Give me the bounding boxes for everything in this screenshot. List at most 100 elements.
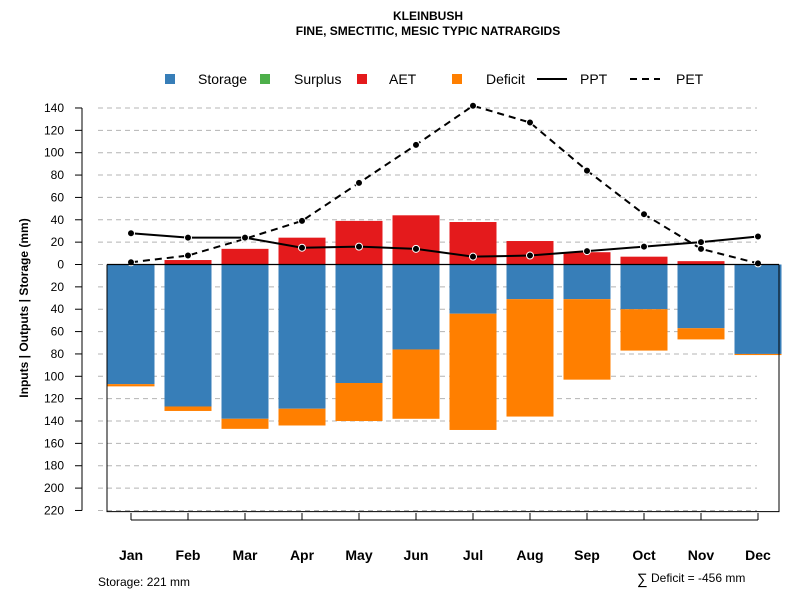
- ppt-point: [526, 251, 534, 260]
- y-tick-label: 140: [44, 414, 64, 428]
- y-tick-label: 20: [51, 235, 65, 249]
- aet-bar: [620, 256, 668, 265]
- aet-bar: [221, 248, 269, 265]
- legend-swatch-surplus: [260, 74, 270, 84]
- ppt-point: [640, 242, 648, 251]
- legend-swatch-deficit: [452, 74, 462, 84]
- storage-bar: [506, 264, 554, 300]
- x-tick-label: Feb: [176, 547, 201, 563]
- aet-bar: [164, 260, 212, 265]
- storage-bar: [278, 264, 326, 409]
- x-tick-label: Jun: [404, 547, 429, 563]
- bar-series: [107, 215, 782, 430]
- y-axis-label: Inputs | Outputs | Storage (mm): [17, 218, 31, 397]
- ppt-point: [697, 238, 705, 247]
- aet-bar: [392, 215, 440, 265]
- deficit-bar: [278, 408, 326, 426]
- pet-point: [355, 178, 363, 187]
- y-tick-label: 200: [44, 481, 64, 495]
- x-tick-label: Sep: [574, 547, 600, 563]
- x-tick-label: May: [345, 547, 372, 563]
- y-tick-label: 80: [51, 168, 65, 182]
- x-tick-label: Aug: [516, 547, 543, 563]
- storage-bar: [620, 264, 668, 310]
- storage-capacity-outline: [106, 264, 780, 513]
- deficit-bar: [392, 349, 440, 419]
- pet-point: [298, 216, 306, 225]
- ppt-point: [184, 233, 192, 242]
- ppt-point: [127, 229, 135, 238]
- y-tick-label: 60: [51, 325, 65, 339]
- y-tick-label: 100: [44, 146, 64, 160]
- y-tick-label: 140: [44, 101, 64, 115]
- x-tick-label: Nov: [688, 547, 715, 563]
- chart-title: KLEINBUSH: [393, 9, 463, 23]
- aet-bar: [677, 261, 725, 265]
- legend-label-aet: AET: [389, 71, 417, 87]
- legend-label-ppt: PPT: [580, 71, 608, 87]
- deficit-bar: [677, 328, 725, 340]
- axes: 1401201008060402002040608010012014016018…: [44, 101, 780, 563]
- storage-bar: [392, 264, 440, 350]
- legend-label-surplus: Surplus: [294, 71, 341, 87]
- pet-point: [412, 140, 420, 149]
- storage-bar: [677, 264, 725, 329]
- line-series: [127, 101, 762, 268]
- pet-point: [754, 259, 762, 268]
- x-tick-label: Oct: [632, 547, 656, 563]
- pet-point: [469, 101, 477, 110]
- deficit-bar: [734, 353, 782, 356]
- ppt-point: [298, 243, 306, 252]
- pet-point: [640, 210, 648, 219]
- y-tick-label: 120: [44, 123, 64, 137]
- aet-bar: [563, 252, 611, 265]
- y-tick-label: 40: [51, 213, 65, 227]
- y-tick-label: 100: [44, 369, 64, 383]
- storage-bar: [164, 264, 212, 407]
- x-tick-label: Jan: [119, 547, 143, 563]
- ppt-point: [241, 233, 249, 242]
- deficit-bar: [107, 384, 155, 387]
- deficit-bar: [449, 313, 497, 430]
- storage-bar: [563, 264, 611, 300]
- y-tick-label: 40: [51, 302, 65, 316]
- deficit-bar: [620, 309, 668, 351]
- deficit-bar: [221, 418, 269, 429]
- legend: Storage Surplus AET Deficit PPT PET: [165, 71, 704, 87]
- legend-swatch-aet: [357, 74, 367, 84]
- pet-point: [583, 166, 591, 175]
- storage-bar: [335, 264, 383, 384]
- ppt-point: [412, 244, 420, 253]
- deficit-bar: [506, 299, 554, 417]
- storage-bar: [449, 264, 497, 314]
- legend-label-deficit: Deficit: [486, 71, 525, 87]
- y-tick-label: 180: [44, 459, 64, 473]
- storage-capacity-label: Storage: 221 mm: [98, 575, 190, 589]
- storage-bar: [734, 264, 782, 354]
- deficit-bar: [164, 406, 212, 411]
- ppt-point: [355, 242, 363, 251]
- ppt-point: [583, 247, 591, 256]
- chart-subtitle: FINE, SMECTITIC, MESIC TYPIC NATRARGIDS: [296, 24, 560, 38]
- y-tick-label: 0: [57, 258, 64, 272]
- y-tick-label: 20: [51, 280, 65, 294]
- y-tick-label: 60: [51, 190, 65, 204]
- legend-label-storage: Storage: [198, 71, 247, 87]
- y-tick-label: 220: [44, 503, 64, 517]
- pet-point: [184, 251, 192, 260]
- ppt-point: [469, 252, 477, 261]
- y-tick-label: 160: [44, 436, 64, 450]
- storage-bar: [221, 264, 269, 419]
- pet-point: [526, 118, 534, 127]
- x-tick-label: Mar: [233, 547, 258, 563]
- sum-icon: ∑: [637, 571, 648, 588]
- x-tick-label: Dec: [745, 547, 771, 563]
- legend-label-pet: PET: [676, 71, 704, 87]
- y-tick-label: 120: [44, 392, 64, 406]
- legend-swatch-storage: [165, 74, 175, 84]
- storage-bar: [107, 264, 155, 385]
- ppt-point: [754, 232, 762, 241]
- pet-line: [130, 104, 759, 265]
- x-tick-label: Jul: [463, 547, 483, 563]
